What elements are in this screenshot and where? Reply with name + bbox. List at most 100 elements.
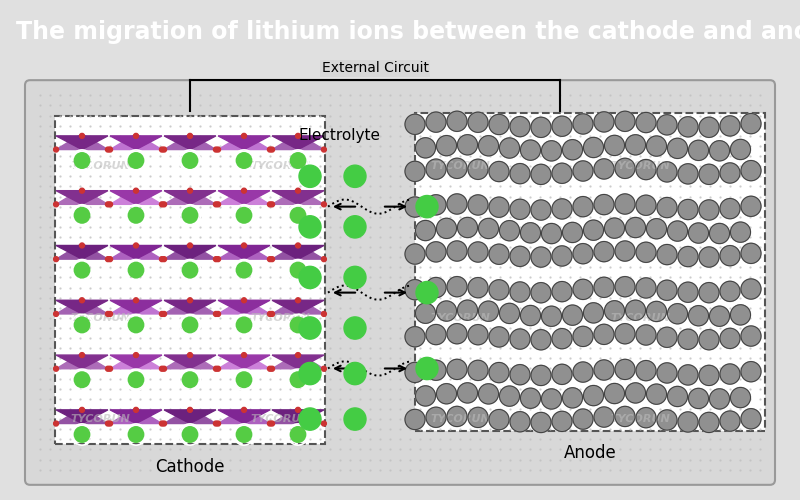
Circle shape xyxy=(108,256,113,262)
Circle shape xyxy=(447,194,467,214)
Circle shape xyxy=(426,112,446,132)
Circle shape xyxy=(79,243,85,248)
Circle shape xyxy=(159,366,164,371)
Circle shape xyxy=(510,164,530,184)
Circle shape xyxy=(521,388,541,408)
Circle shape xyxy=(405,280,425,300)
Polygon shape xyxy=(164,410,216,424)
Circle shape xyxy=(290,152,306,169)
Circle shape xyxy=(468,242,488,262)
Circle shape xyxy=(426,407,446,428)
Text: TYCORUN: TYCORUN xyxy=(250,161,310,171)
Circle shape xyxy=(615,324,635,344)
Circle shape xyxy=(447,406,467,426)
Polygon shape xyxy=(56,134,108,150)
Circle shape xyxy=(162,312,166,316)
Circle shape xyxy=(521,140,541,160)
Circle shape xyxy=(134,298,138,302)
Circle shape xyxy=(699,164,719,184)
Circle shape xyxy=(646,218,666,239)
Circle shape xyxy=(415,303,435,324)
Circle shape xyxy=(216,147,221,152)
Circle shape xyxy=(478,301,498,322)
Circle shape xyxy=(615,406,635,426)
Circle shape xyxy=(290,207,306,224)
Circle shape xyxy=(583,303,603,323)
Circle shape xyxy=(573,326,593,346)
Circle shape xyxy=(128,426,144,443)
Circle shape xyxy=(720,364,740,384)
Circle shape xyxy=(187,408,193,412)
Circle shape xyxy=(187,298,193,302)
Circle shape xyxy=(344,216,366,238)
Circle shape xyxy=(678,200,698,220)
Circle shape xyxy=(447,241,467,261)
Circle shape xyxy=(322,421,326,426)
FancyBboxPatch shape xyxy=(25,80,775,485)
Circle shape xyxy=(699,200,719,220)
Circle shape xyxy=(657,280,677,300)
Circle shape xyxy=(594,159,614,179)
Circle shape xyxy=(182,426,198,443)
Circle shape xyxy=(562,140,582,160)
Text: The migration of lithium ions between the cathode and anode: The migration of lithium ions between th… xyxy=(16,20,800,44)
Circle shape xyxy=(299,216,321,238)
Polygon shape xyxy=(164,134,216,150)
Text: TYCORUN: TYCORUN xyxy=(250,313,310,323)
Polygon shape xyxy=(56,300,108,314)
Circle shape xyxy=(270,421,274,426)
Circle shape xyxy=(552,364,572,384)
Circle shape xyxy=(79,408,85,412)
Circle shape xyxy=(615,111,635,132)
Polygon shape xyxy=(110,298,162,314)
Circle shape xyxy=(510,116,530,136)
Circle shape xyxy=(552,116,572,136)
Text: Cathode: Cathode xyxy=(155,458,225,475)
Circle shape xyxy=(699,282,719,303)
Circle shape xyxy=(562,222,582,242)
Circle shape xyxy=(54,147,58,152)
Circle shape xyxy=(489,362,509,382)
Circle shape xyxy=(267,202,272,207)
Circle shape xyxy=(489,280,509,300)
Circle shape xyxy=(415,386,435,406)
Polygon shape xyxy=(110,244,162,259)
Circle shape xyxy=(489,410,509,430)
Circle shape xyxy=(214,147,218,152)
Polygon shape xyxy=(110,136,162,149)
Circle shape xyxy=(182,371,198,388)
Circle shape xyxy=(531,247,551,267)
Text: TYCORUN: TYCORUN xyxy=(430,414,490,424)
Circle shape xyxy=(615,276,635,297)
Circle shape xyxy=(468,112,488,132)
Polygon shape xyxy=(218,188,270,204)
Circle shape xyxy=(552,199,572,219)
Circle shape xyxy=(594,360,614,380)
Polygon shape xyxy=(56,188,108,204)
Circle shape xyxy=(542,389,562,409)
Circle shape xyxy=(594,324,614,344)
Polygon shape xyxy=(164,190,216,204)
Circle shape xyxy=(678,365,698,385)
Circle shape xyxy=(134,408,138,412)
Polygon shape xyxy=(218,355,270,368)
Circle shape xyxy=(542,306,562,326)
Circle shape xyxy=(615,158,635,178)
Circle shape xyxy=(678,116,698,137)
Circle shape xyxy=(720,198,740,219)
Circle shape xyxy=(299,408,321,430)
Circle shape xyxy=(54,312,58,316)
Circle shape xyxy=(689,223,709,243)
Circle shape xyxy=(128,152,144,169)
Polygon shape xyxy=(272,410,324,424)
Circle shape xyxy=(667,221,687,241)
Circle shape xyxy=(344,266,366,288)
Polygon shape xyxy=(218,300,270,314)
Circle shape xyxy=(344,362,366,384)
Polygon shape xyxy=(218,190,270,204)
Circle shape xyxy=(295,298,301,302)
Circle shape xyxy=(542,140,562,161)
Circle shape xyxy=(626,383,646,403)
Circle shape xyxy=(134,243,138,248)
Circle shape xyxy=(216,312,221,316)
